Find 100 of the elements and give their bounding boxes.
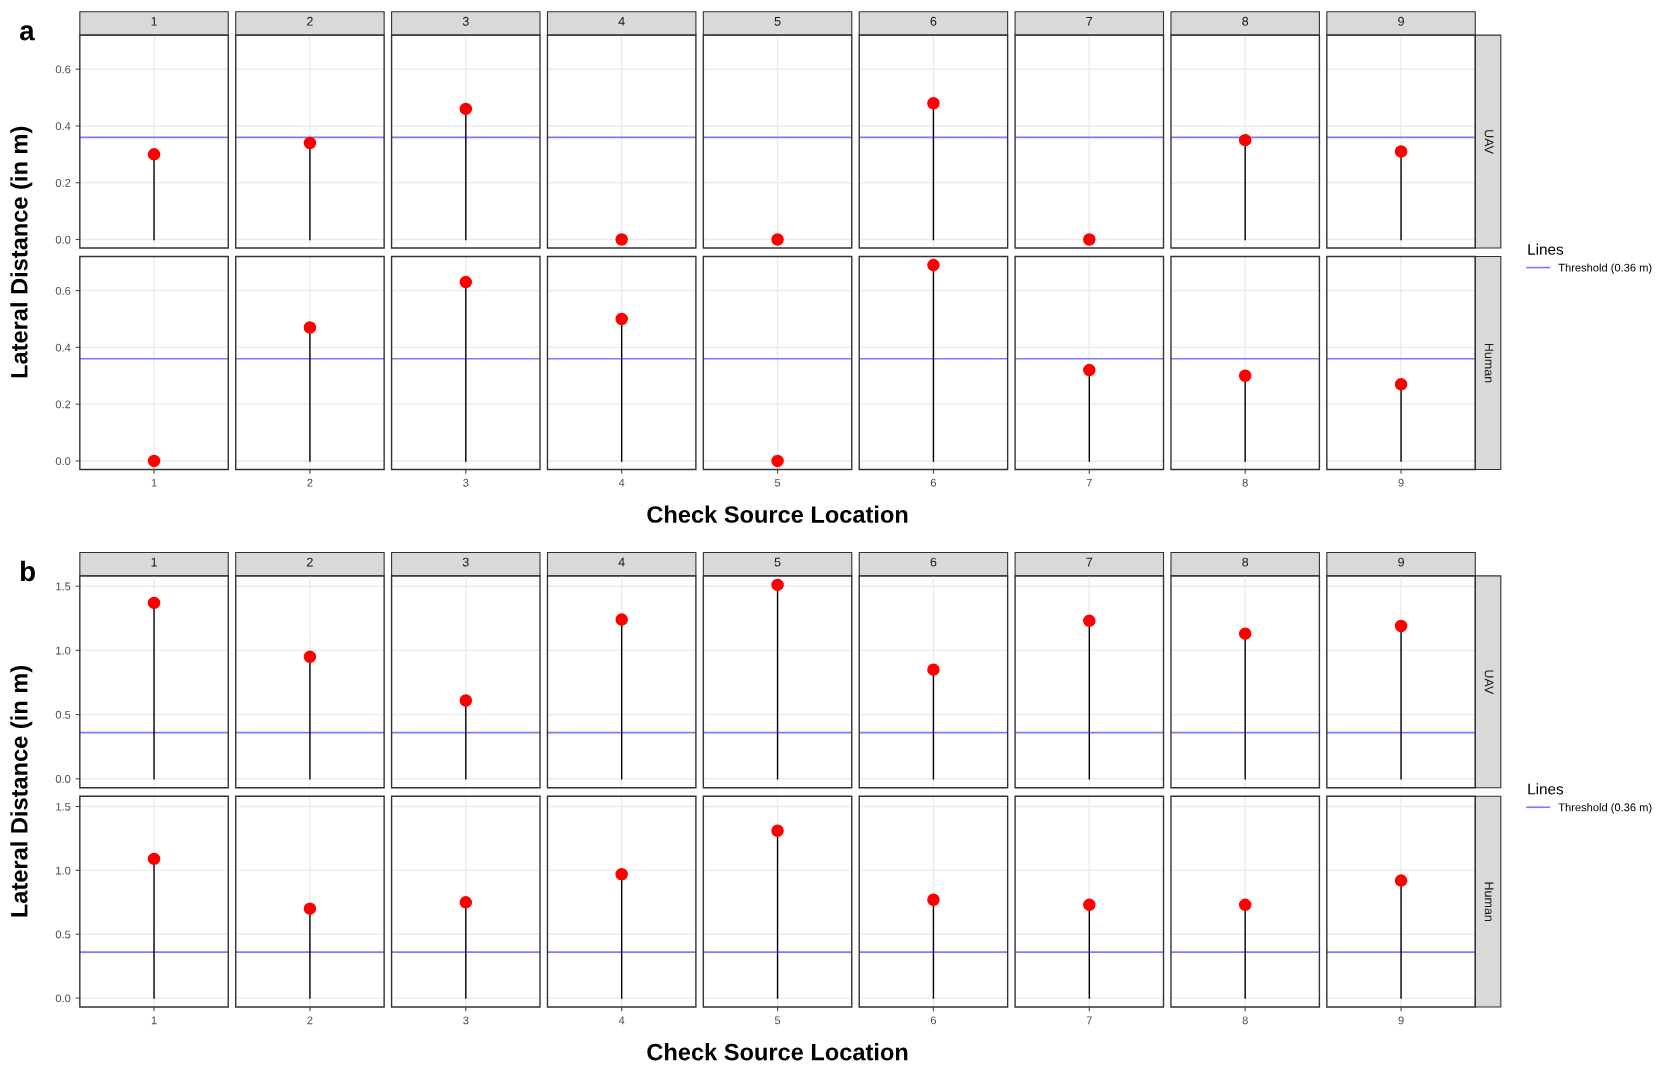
x-tick-label: 6 xyxy=(930,478,937,487)
point xyxy=(1083,898,1096,912)
x-tick-label: 6 xyxy=(930,1016,937,1025)
x-tick-label: 9 xyxy=(1398,478,1404,487)
x-tick-label: 3 xyxy=(463,1016,469,1025)
text: Human xyxy=(1484,343,1494,383)
y-tick-label: 0.5 xyxy=(55,930,71,939)
text: UAV xyxy=(1484,670,1494,695)
point xyxy=(927,258,940,272)
x-tick-label: 1 xyxy=(151,1016,157,1025)
point xyxy=(303,650,317,664)
legend-label: Threshold (0.36 m) xyxy=(1558,803,1652,814)
y-tick-label: 0.4 xyxy=(55,122,71,131)
x-tick-label: 2 xyxy=(307,16,313,26)
legend-title: Lines xyxy=(1528,783,1564,795)
legend-title: Lines xyxy=(1528,243,1564,255)
x-tick-label: 2 xyxy=(307,478,313,487)
y-tick-label: 0.0 xyxy=(55,457,71,466)
point xyxy=(303,902,317,915)
x-tick-label: 8 xyxy=(1242,16,1249,26)
point xyxy=(147,596,161,610)
x-tick-label: 7 xyxy=(1086,478,1092,487)
y-tick-label: 0.6 xyxy=(55,65,71,74)
point xyxy=(1083,363,1096,377)
y-tick-label: 0.6 xyxy=(55,286,71,295)
y-tick-label: 1.0 xyxy=(56,866,71,875)
point xyxy=(927,97,940,110)
point xyxy=(147,148,161,161)
point xyxy=(927,893,940,907)
point xyxy=(1083,233,1096,246)
x-tick-label: 5 xyxy=(774,1016,781,1025)
point xyxy=(1238,133,1252,147)
point xyxy=(615,312,628,326)
point xyxy=(147,454,161,468)
point xyxy=(771,578,784,592)
point xyxy=(1394,619,1408,633)
point xyxy=(1394,874,1408,887)
x-tick-label: 7 xyxy=(1086,557,1093,567)
y-tick-label: 0.0 xyxy=(55,775,71,783)
y-tick-label: 0.0 xyxy=(55,994,71,1003)
y-tick-label: 0.5 xyxy=(55,710,71,719)
x-tick-label: 6 xyxy=(930,557,937,567)
x-tick-label: 1 xyxy=(151,16,157,26)
text: UAV xyxy=(1484,130,1494,154)
point xyxy=(1238,898,1252,912)
y-tick-label: 1.5 xyxy=(56,802,71,811)
point xyxy=(459,694,473,707)
point xyxy=(615,613,628,626)
x-tick-label: 8 xyxy=(1242,478,1248,487)
y-tick-label: 1.0 xyxy=(56,646,71,655)
text: b xyxy=(20,560,35,582)
point xyxy=(303,321,317,334)
x-tick-label: 9 xyxy=(1398,16,1404,26)
x-tick-label: 7 xyxy=(1086,16,1093,26)
point xyxy=(615,867,628,881)
x-axis-title: Check Source Location xyxy=(647,1043,908,1061)
point xyxy=(1238,369,1252,383)
point xyxy=(771,824,784,838)
legend-label: Threshold (0.36 m) xyxy=(1558,263,1652,274)
x-tick-label: 9 xyxy=(1398,557,1404,567)
x-tick-label: 1 xyxy=(151,478,157,487)
point xyxy=(771,454,784,468)
x-tick-label: 3 xyxy=(462,16,469,26)
y-tick-label: 0.2 xyxy=(55,400,71,409)
point xyxy=(1238,627,1252,640)
text: Human xyxy=(1484,882,1494,922)
point xyxy=(927,663,940,676)
point xyxy=(771,233,784,246)
point xyxy=(303,136,317,150)
point xyxy=(459,275,473,289)
point xyxy=(615,233,628,246)
point xyxy=(1083,614,1096,628)
x-tick-label: 4 xyxy=(618,557,625,567)
x-tick-label: 4 xyxy=(618,1016,625,1025)
x-tick-label: 8 xyxy=(1242,557,1249,567)
y-tick-label: 0.2 xyxy=(55,179,71,187)
point xyxy=(459,102,473,116)
x-tick-label: 3 xyxy=(463,478,469,487)
x-tick-label: 1 xyxy=(151,557,157,567)
x-tick-label: 6 xyxy=(930,16,937,26)
x-tick-label: 5 xyxy=(774,478,781,487)
x-tick-label: 8 xyxy=(1242,1016,1248,1025)
y-tick-label: 0.4 xyxy=(55,343,71,352)
x-tick-label: 5 xyxy=(774,557,781,567)
x-tick-label: 5 xyxy=(774,16,781,26)
point xyxy=(147,852,161,866)
point xyxy=(1394,378,1408,391)
point xyxy=(459,896,473,909)
y-axis-title: Lateral Distance (in m) xyxy=(10,666,33,917)
x-tick-label: 2 xyxy=(307,1016,313,1025)
y-axis-title: Lateral Distance (in m) xyxy=(10,126,33,378)
text: a xyxy=(19,25,35,41)
x-axis-title: Check Source Location xyxy=(647,505,908,523)
x-tick-label: 3 xyxy=(462,557,469,567)
y-tick-label: 1.5 xyxy=(56,582,71,591)
point xyxy=(1394,145,1408,158)
x-tick-label: 2 xyxy=(307,557,313,567)
x-tick-label: 4 xyxy=(618,478,625,487)
x-tick-label: 9 xyxy=(1398,1016,1404,1025)
x-tick-label: 4 xyxy=(618,16,625,26)
